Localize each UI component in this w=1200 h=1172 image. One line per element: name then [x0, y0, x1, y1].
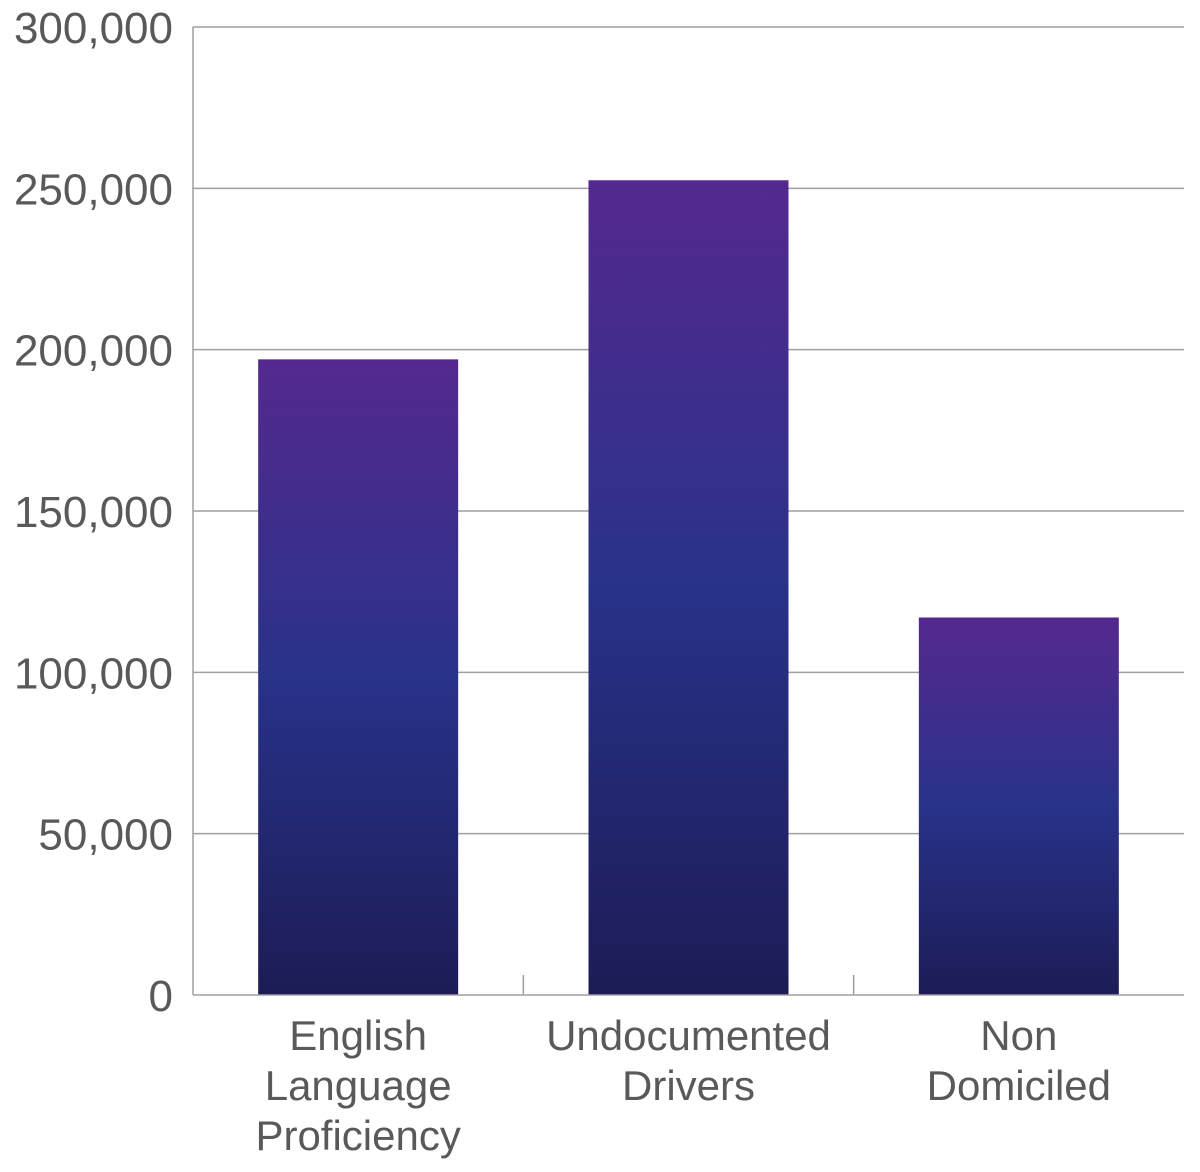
y-tick-label: 200,000 — [14, 327, 173, 376]
y-tick-label: 250,000 — [14, 165, 173, 214]
y-tick-label: 100,000 — [14, 649, 173, 698]
y-tick-label: 50,000 — [38, 811, 173, 860]
y-tick-label: 150,000 — [14, 488, 173, 537]
bar — [588, 180, 789, 995]
x-category-label: English Language Proficiency — [255, 1012, 460, 1159]
y-axis-tick-labels: 0 50,000 100,000 150,000 200,000 250,000 300,0… — [14, 4, 173, 1021]
y-tick-label: 0 — [149, 972, 173, 1021]
x-axis-category-labels: English Language Proficiency Undocumented Dr… — [255, 1012, 1111, 1159]
x-category-label: Non Domiciled — [927, 1012, 1111, 1109]
x-category-label: Undocumented Drivers — [546, 1012, 831, 1109]
bars — [258, 180, 1119, 995]
bar — [918, 617, 1119, 995]
y-tick-label: 300,000 — [14, 4, 173, 53]
bar — [258, 359, 459, 995]
axes — [192, 27, 1184, 996]
